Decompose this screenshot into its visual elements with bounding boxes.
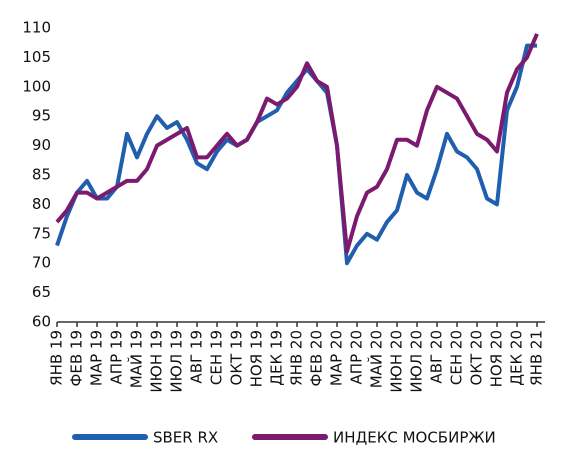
y-tick-label: 80 [32,195,51,213]
x-tick-label: ОКТ 19 [228,330,246,385]
x-tick-label: МАЙ 20 [367,330,386,388]
y-tick-label: 110 [22,19,51,37]
y-tick-label: 75 [32,224,51,242]
x-tick-label: СЕН 20 [448,330,466,385]
legend-label: SBER RX [153,429,218,447]
x-tick-label: ДЕК 19 [268,330,286,386]
y-tick-label: 70 [32,254,51,272]
x-tick-label: ФЕВ 20 [308,330,326,387]
x-tick-label: НОЯ 20 [488,330,506,387]
x-tick-label: ИЮН 19 [148,330,166,393]
y-tick-label: 95 [32,107,51,125]
x-tick-label: ЯНВ 21 [528,330,546,386]
legend-label: ИНДЕКС МОСБИРЖИ [333,429,496,447]
x-tick-label: МАЙ 19 [127,330,146,388]
x-tick-label: АВГ 20 [428,330,446,384]
y-tick-label: 90 [32,136,51,154]
y-tick-label: 85 [32,166,51,184]
x-tick-label: МАР 20 [328,330,346,386]
x-tick-label: НОЯ 19 [248,330,266,387]
x-tick-label: ИЮЛ 19 [168,330,186,393]
x-tick-label: СЕН 19 [208,330,226,385]
x-tick-label: АПР 20 [348,330,366,384]
x-tick-label: ИЮН 20 [388,330,406,393]
x-tick-label: АПР 19 [108,330,126,384]
y-tick-label: 100 [22,77,51,95]
series-line [55,43,537,266]
x-tick-label: ОКТ 20 [468,330,486,385]
x-tick-label: АВГ 19 [188,330,206,384]
y-tick-label: 60 [32,313,51,331]
x-tick-label: МАР 19 [88,330,106,386]
series-line [55,33,539,254]
y-tick-label: 105 [22,48,51,66]
x-tick-label: ФЕВ 19 [68,330,86,387]
y-tick-label: 65 [32,283,51,301]
x-tick-label: ЯНВ 19 [48,330,66,386]
x-tick-label: ДЕК 20 [508,330,526,386]
x-tick-label: ЯНВ 20 [288,330,306,386]
x-tick-label: ИЮЛ 20 [408,330,426,393]
